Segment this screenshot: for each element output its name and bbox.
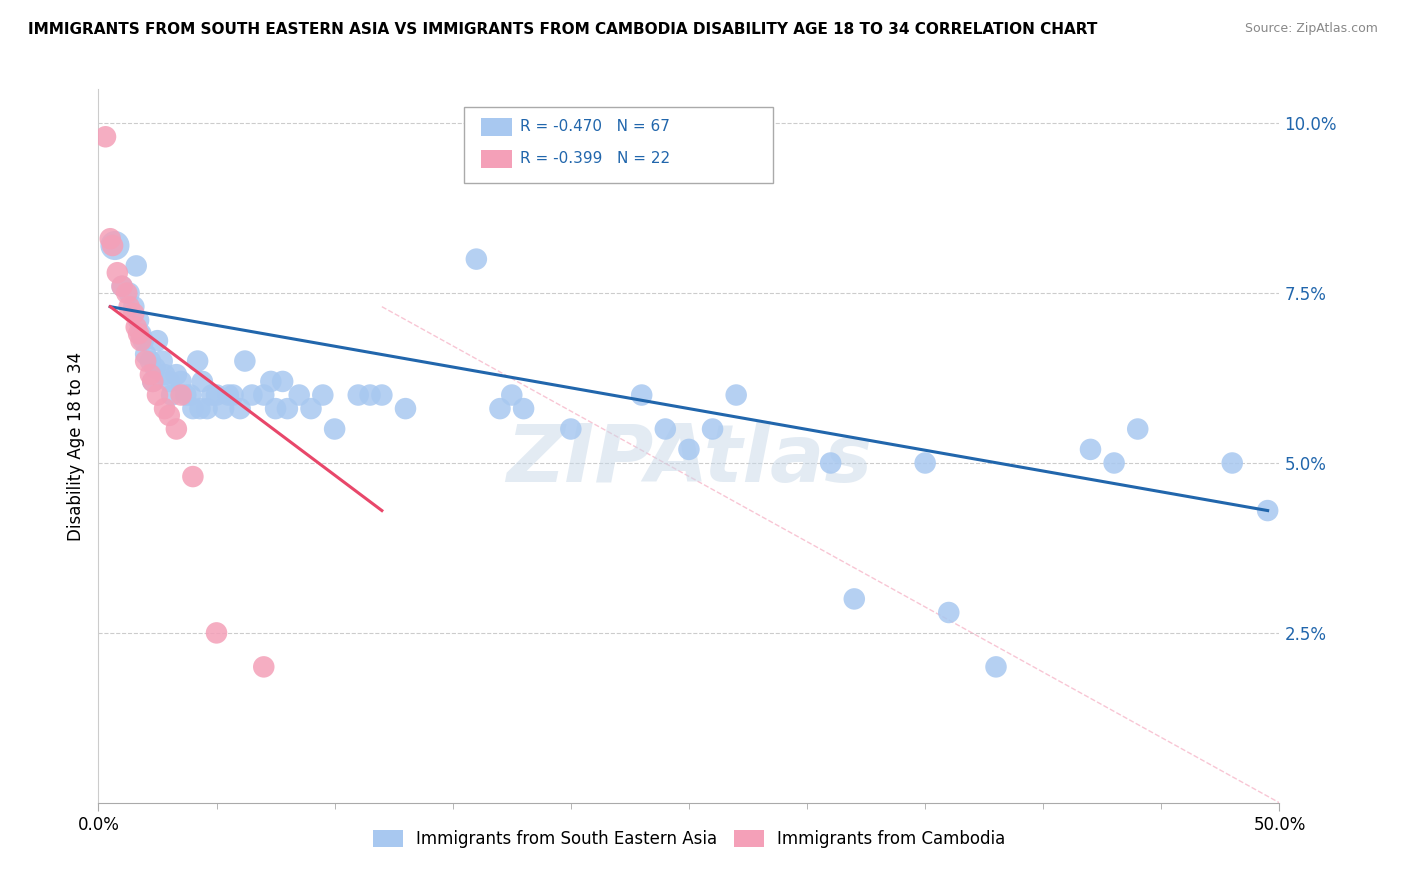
- Point: [276, 401, 298, 416]
- Point: [128, 326, 150, 341]
- Point: [111, 279, 134, 293]
- Point: [260, 375, 283, 389]
- Point: [122, 306, 145, 320]
- Point: [111, 279, 134, 293]
- Point: [394, 401, 416, 416]
- Point: [118, 286, 141, 301]
- Point: [157, 375, 180, 389]
- Point: [125, 320, 148, 334]
- Point: [264, 401, 287, 416]
- Point: [1080, 442, 1102, 457]
- Point: [170, 388, 193, 402]
- Point: [180, 388, 202, 402]
- Point: [654, 422, 676, 436]
- Point: [984, 660, 1007, 674]
- Point: [94, 129, 117, 144]
- Point: [132, 334, 155, 348]
- Point: [560, 422, 582, 436]
- Point: [125, 259, 148, 273]
- Point: [181, 401, 204, 416]
- Point: [512, 401, 534, 416]
- Point: [165, 422, 187, 436]
- Point: [288, 388, 311, 402]
- Point: [233, 354, 256, 368]
- Point: [142, 375, 165, 389]
- Point: [938, 606, 960, 620]
- Point: [142, 375, 165, 389]
- Point: [271, 375, 294, 389]
- Point: [135, 347, 157, 361]
- Point: [371, 388, 394, 402]
- Point: [129, 326, 152, 341]
- Point: [105, 266, 128, 280]
- Point: [157, 409, 180, 423]
- Point: [205, 388, 228, 402]
- Point: [205, 626, 228, 640]
- Point: [160, 388, 183, 402]
- Point: [630, 388, 652, 402]
- Point: [118, 300, 141, 314]
- Text: R = -0.399   N = 22: R = -0.399 N = 22: [520, 152, 671, 166]
- Point: [188, 401, 211, 416]
- Point: [135, 354, 157, 368]
- Point: [139, 354, 162, 368]
- Point: [212, 401, 235, 416]
- Point: [122, 300, 145, 314]
- Point: [129, 334, 152, 348]
- Point: [489, 401, 512, 416]
- Point: [347, 388, 370, 402]
- Point: [170, 375, 193, 389]
- Point: [312, 388, 335, 402]
- Point: [128, 313, 150, 327]
- Point: [820, 456, 842, 470]
- Point: [217, 388, 239, 402]
- Point: [359, 388, 381, 402]
- Point: [143, 360, 166, 375]
- Point: [323, 422, 346, 436]
- Point: [1102, 456, 1125, 470]
- Text: R = -0.470   N = 67: R = -0.470 N = 67: [520, 120, 671, 134]
- Point: [678, 442, 700, 457]
- Point: [191, 375, 214, 389]
- Point: [240, 388, 263, 402]
- Text: Source: ZipAtlas.com: Source: ZipAtlas.com: [1244, 22, 1378, 36]
- Point: [702, 422, 724, 436]
- Point: [174, 388, 197, 402]
- Point: [187, 354, 209, 368]
- Point: [150, 354, 173, 368]
- Point: [181, 469, 204, 483]
- Point: [253, 388, 276, 402]
- Point: [1126, 422, 1149, 436]
- Point: [253, 660, 276, 674]
- Point: [104, 238, 127, 252]
- Point: [725, 388, 748, 402]
- Point: [229, 401, 252, 416]
- Point: [146, 388, 169, 402]
- Legend: Immigrants from South Eastern Asia, Immigrants from Cambodia: Immigrants from South Eastern Asia, Immi…: [366, 823, 1012, 855]
- Point: [465, 252, 488, 266]
- Point: [914, 456, 936, 470]
- Point: [146, 334, 169, 348]
- Point: [201, 388, 224, 402]
- Point: [222, 388, 245, 402]
- Text: ZIPAtlas: ZIPAtlas: [506, 421, 872, 500]
- Point: [153, 368, 176, 382]
- Point: [165, 368, 187, 382]
- Point: [139, 368, 162, 382]
- Point: [98, 232, 121, 246]
- Point: [153, 401, 176, 416]
- Point: [1257, 503, 1279, 517]
- Point: [115, 286, 138, 301]
- Y-axis label: Disability Age 18 to 34: Disability Age 18 to 34: [66, 351, 84, 541]
- Text: IMMIGRANTS FROM SOUTH EASTERN ASIA VS IMMIGRANTS FROM CAMBODIA DISABILITY AGE 18: IMMIGRANTS FROM SOUTH EASTERN ASIA VS IM…: [28, 22, 1098, 37]
- Point: [101, 238, 124, 252]
- Point: [1220, 456, 1243, 470]
- Point: [299, 401, 322, 416]
- Point: [195, 401, 218, 416]
- Point: [501, 388, 523, 402]
- Point: [844, 591, 866, 606]
